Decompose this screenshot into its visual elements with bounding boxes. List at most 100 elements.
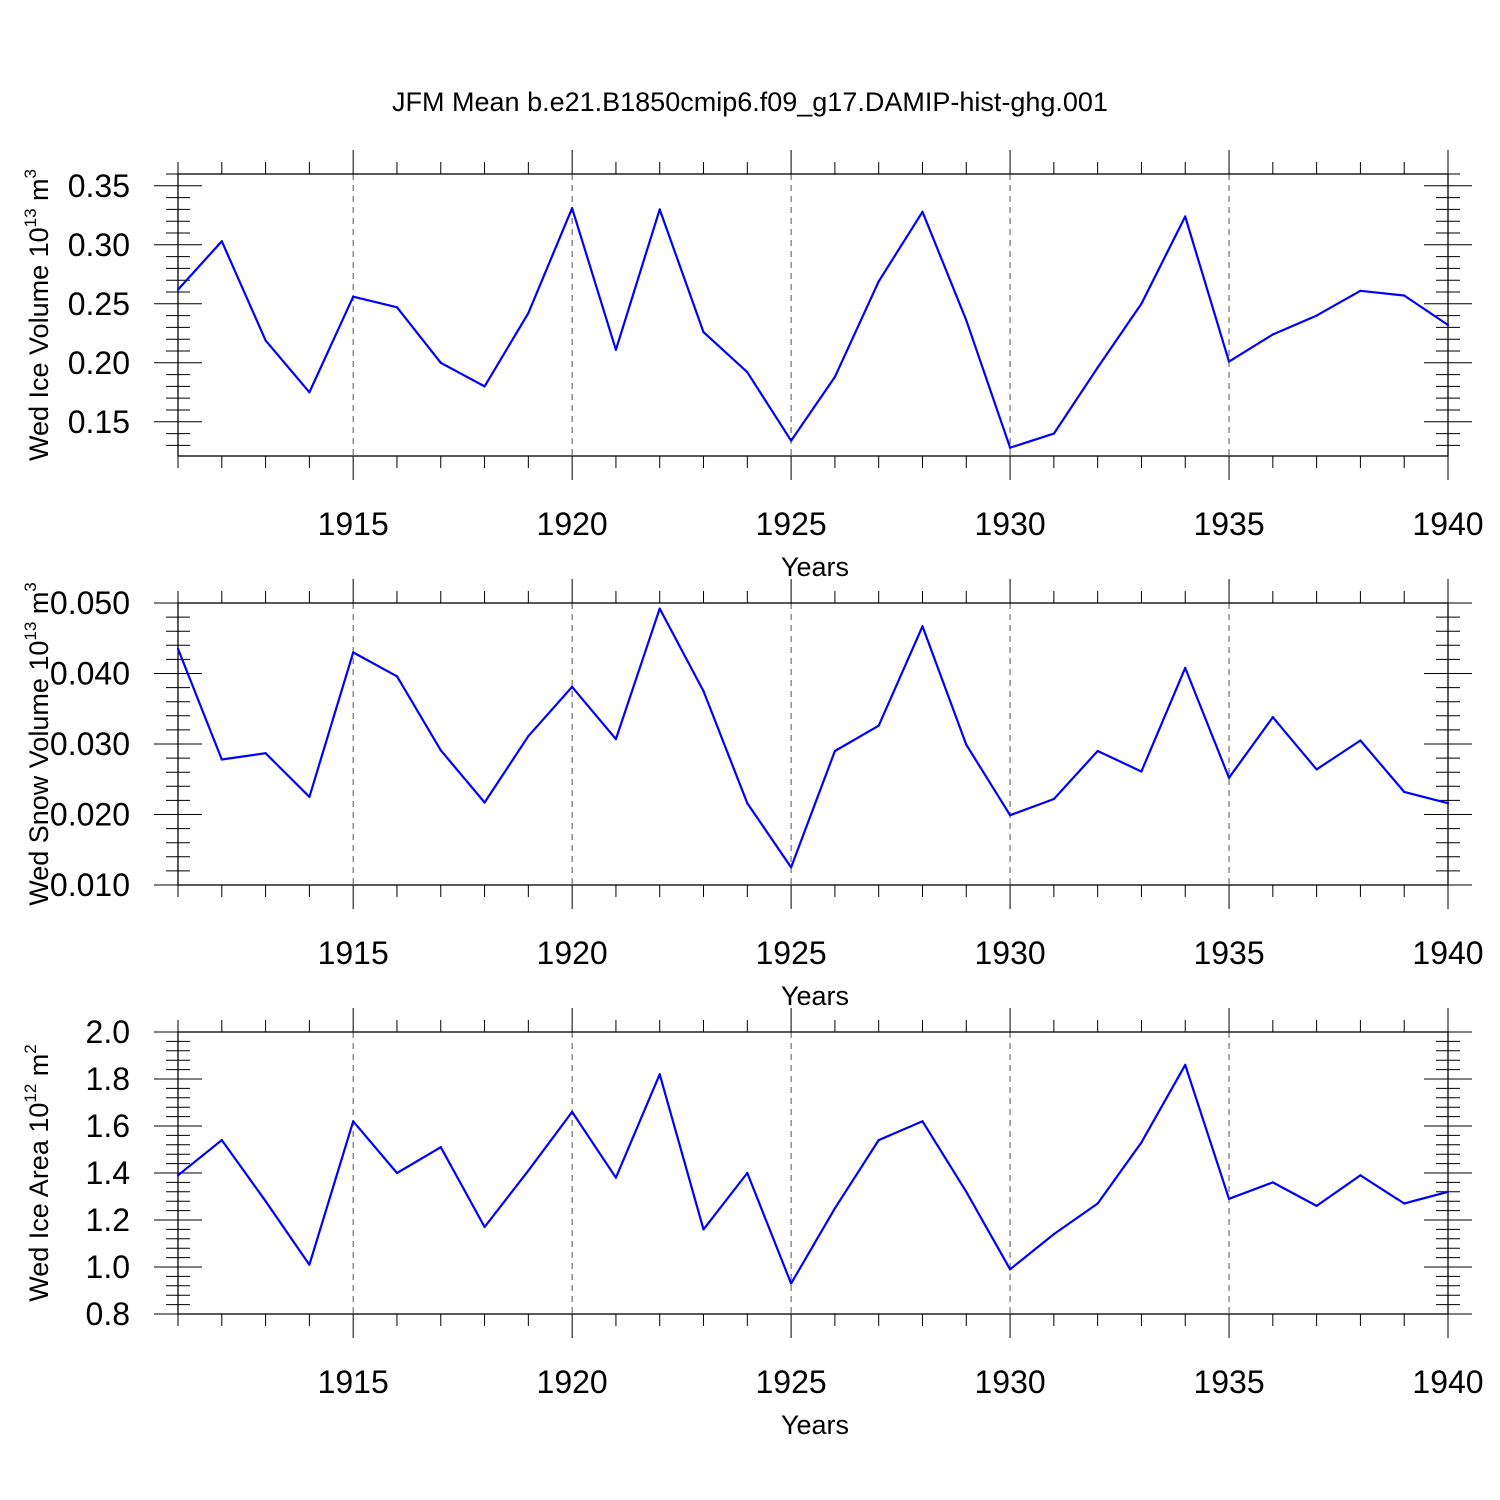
data-point — [483, 1225, 486, 1229]
figure-title: JFM Mean b.e21.B1850cmip6.f09_g17.DAMIP-… — [392, 87, 1108, 117]
data-point — [921, 1120, 924, 1123]
y-tick-label: 1.6 — [86, 1108, 130, 1144]
y-axis-label-superscript: 3 — [21, 582, 40, 591]
data-point — [220, 758, 223, 761]
data-point — [176, 1174, 180, 1177]
y-axis-label-superscript: 13 — [21, 208, 40, 227]
y-tick-label: 0.030 — [50, 726, 130, 762]
data-point — [1008, 814, 1012, 817]
data-point — [658, 1073, 661, 1076]
data-point — [1227, 1197, 1231, 1200]
data-point — [308, 391, 311, 394]
series-line — [176, 607, 1449, 869]
data-point — [1271, 1181, 1274, 1184]
y-axis-label-text: Wed Ice Volume 10 — [24, 227, 54, 461]
data-point — [965, 743, 968, 746]
data-point — [702, 690, 705, 693]
data-point — [1052, 1233, 1055, 1236]
x-tick-label: 1940 — [1412, 1364, 1483, 1400]
data-point — [833, 375, 836, 379]
data-point — [352, 1120, 355, 1123]
x-axis-label: Years — [781, 1410, 849, 1440]
data-point — [1446, 323, 1450, 327]
x-tick-label: 1915 — [318, 935, 389, 971]
data-point — [527, 1169, 530, 1172]
chart-panel-3: 1915 1920 1925 1930 1935 1940 Years 0.8 1.0 1.2 1.… — [21, 1008, 1484, 1440]
x-axis-label: Years — [781, 981, 849, 1011]
data-point — [746, 371, 749, 374]
x-tick-label: 1925 — [756, 506, 827, 542]
y-tick-label: 0.050 — [50, 585, 130, 621]
data-point — [1096, 366, 1099, 369]
data-point — [1227, 776, 1231, 779]
y-axis-label-superscript: 3 — [21, 169, 40, 178]
data-point — [658, 208, 661, 211]
x-tick-label: 1925 — [756, 1364, 827, 1400]
data-point — [1446, 802, 1450, 805]
chart-panel-2: 1915 1920 1925 1930 1935 1940 Years 0.010 0.020 0… — [21, 579, 1484, 1011]
data-point — [308, 795, 311, 798]
y-tick-label: 0.010 — [50, 867, 130, 903]
data-point — [1403, 294, 1406, 297]
data-point — [483, 385, 486, 388]
y-tick-label: 0.040 — [50, 656, 130, 692]
data-point — [1403, 1202, 1406, 1205]
y-tick-label: 2.0 — [86, 1014, 130, 1050]
data-point — [1315, 768, 1318, 771]
y-axis-label: Wed Ice Volume 1013 m3 — [21, 169, 54, 461]
data-point — [395, 675, 399, 678]
data-point — [1096, 1202, 1099, 1205]
data-point — [790, 866, 793, 869]
y-axis-label: Wed Ice Area 1012 m2 — [21, 1044, 54, 1302]
data-point — [176, 647, 180, 650]
y-tick-label: 1.8 — [86, 1061, 130, 1097]
x-tick-label: 1925 — [756, 935, 827, 971]
data-point — [395, 306, 399, 309]
data-point — [833, 749, 836, 753]
data-point — [571, 207, 574, 210]
data-point — [833, 1207, 836, 1210]
data-point — [702, 331, 705, 334]
data-point — [790, 439, 793, 442]
data-point — [571, 685, 574, 688]
data-point — [921, 625, 924, 628]
data-point — [1052, 432, 1055, 435]
y-axis-label: Wed Snow Volume 1013 m3 — [21, 582, 54, 906]
y-axis-label-superscript: 12 — [21, 1084, 40, 1103]
data-point — [1184, 215, 1187, 218]
y-axis-label-superscript: 13 — [21, 622, 40, 641]
data-point — [571, 1110, 574, 1113]
data-point — [1008, 1268, 1012, 1271]
data-point — [439, 361, 442, 364]
data-point — [264, 752, 267, 755]
data-point — [439, 1146, 442, 1149]
data-point — [308, 1263, 311, 1266]
data-point — [527, 735, 530, 738]
data-point — [1271, 716, 1274, 719]
x-tick-label: 1930 — [974, 506, 1045, 542]
series-line — [177, 1063, 1449, 1285]
data-point — [264, 339, 267, 342]
data-point — [1140, 1141, 1143, 1144]
data-point — [483, 801, 486, 804]
data-point — [1271, 333, 1274, 336]
y-tick-label: 0.8 — [86, 1296, 130, 1332]
y-axis-label-text: m — [24, 1054, 54, 1084]
data-point — [746, 802, 749, 805]
x-tick-label: 1920 — [537, 1364, 608, 1400]
data-point — [220, 1139, 223, 1142]
data-point — [965, 319, 968, 322]
x-tick-label: 1920 — [537, 935, 608, 971]
x-tick-label: 1935 — [1193, 506, 1264, 542]
y-axis-label-text: m — [24, 178, 54, 208]
data-point — [352, 295, 355, 298]
y-tick-label: 1.0 — [86, 1249, 130, 1285]
x-tick-label: 1935 — [1193, 1364, 1264, 1400]
x-tick-label: 1940 — [1412, 506, 1483, 542]
y-tick-label: 0.35 — [68, 168, 130, 204]
data-point — [176, 288, 180, 291]
x-tick-label: 1930 — [974, 935, 1045, 971]
series-line — [177, 207, 1449, 449]
data-point — [877, 280, 880, 283]
